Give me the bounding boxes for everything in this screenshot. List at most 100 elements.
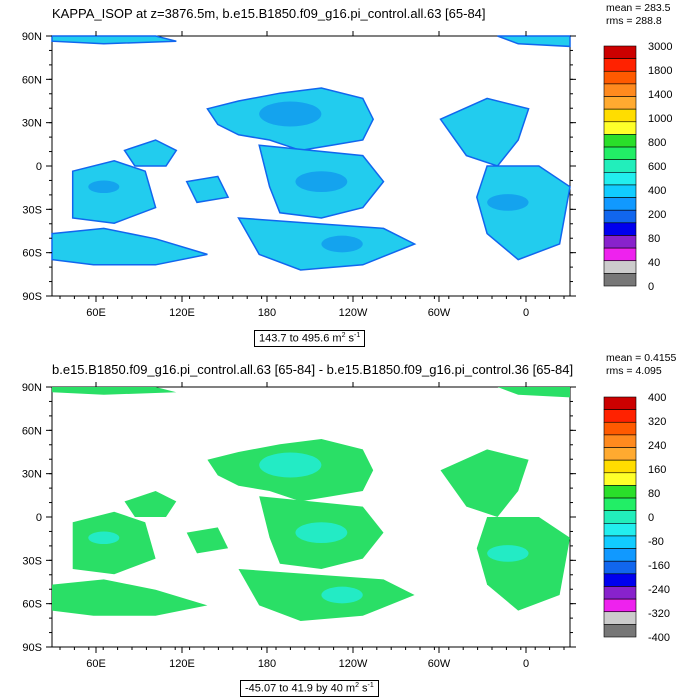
panel2-units-sup1: 2 (355, 682, 359, 689)
colorbar-swatch-1-5 (603, 108, 637, 123)
x-tick-label-1-0: 60E (86, 307, 106, 319)
panel2-rms: rms = 4.095 (606, 365, 662, 377)
map-patch-1-4 (321, 235, 363, 253)
colorbar-swatch-2-16 (603, 598, 637, 613)
panel1-range-box: 143.7 to 495.6 m2 s-1 (254, 330, 366, 347)
map-patch-2-2 (487, 545, 529, 562)
map-region-1-3 (71, 160, 157, 224)
colorbar-label-1-1: 1800 (648, 65, 672, 77)
map-patch-2-0 (259, 452, 322, 478)
x-tick-label-1-3: 120W (339, 307, 368, 319)
map-patch-1-3 (88, 180, 120, 194)
map-region-1-7 (123, 139, 178, 167)
colorbar-label-1-10: 0 (648, 281, 654, 293)
colorbar-swatch-1-14 (603, 222, 637, 236)
y-tick-label-2-1: 60N (22, 425, 42, 437)
panel2-stats: mean = 0.4155 rms = 4.095 (606, 352, 676, 378)
x-tick-label-2-1: 120E (169, 658, 195, 670)
colorbar-swatch-2-15 (603, 586, 637, 600)
map-region-1-9 (51, 35, 177, 45)
x-tick-label-1-4: 60W (428, 307, 451, 319)
map-region-2-8 (186, 527, 229, 554)
map-region-2-6 (476, 517, 570, 611)
colorbar-swatch-1-18 (603, 273, 637, 287)
colorbar-swatch-2-2 (603, 421, 637, 436)
colorbar-label-1-9: 40 (648, 257, 660, 269)
y-tick-label-1-1: 60N (22, 74, 42, 86)
colorbar-label-1-2: 1400 (648, 89, 672, 101)
colorbar-swatch-1-9 (603, 159, 637, 173)
colorbar-swatch-1-7 (603, 134, 637, 148)
colorbar-swatch-1-16 (603, 247, 637, 262)
colorbar-swatch-1-2 (603, 70, 637, 85)
panel2-title: b.e15.B1850.f09_g16.pi_control.all.63 [6… (52, 362, 574, 377)
map-region-2-10 (497, 387, 570, 398)
x-tick-label-1-5: 0 (523, 307, 529, 319)
colorbar-label-2-1: 320 (648, 416, 666, 428)
y-tick-label-2-6: 90S (22, 642, 42, 654)
x-tick-label-2-0: 60E (86, 658, 106, 670)
map-region-2-5 (440, 449, 529, 517)
y-tick-label-1-0: 90N (22, 31, 42, 43)
y-tick-label-1-5: 60S (22, 248, 42, 260)
panel2-range-box: -45.07 to 41.9 by 40 m2 s-1 (240, 680, 379, 697)
y-tick-label-1-2: 30N (22, 118, 42, 130)
x-tick-label-2-3: 120W (339, 658, 368, 670)
colorbar-label-1-0: 3000 (648, 41, 672, 53)
y-tick-label-1-6: 90S (22, 291, 42, 303)
map-patch-1-2 (487, 194, 529, 211)
colorbar-swatch-1-13 (603, 209, 637, 224)
x-tick-label-2-2: 180 (258, 658, 276, 670)
colorbar-swatch-2-4 (603, 447, 637, 461)
x-tick-label-1-1: 120E (169, 307, 195, 319)
colorbar-swatch-2-14 (603, 573, 637, 587)
colorbar-swatch-2-11 (603, 535, 637, 549)
colorbar-swatch-2-0 (603, 396, 637, 410)
panel1-units-sup2: -1 (354, 332, 361, 339)
panel1-title: KAPPA_ISOP at z=3876.5m, b.e15.B1850.f09… (52, 6, 486, 21)
map-patch-2-1 (295, 522, 348, 543)
x-tick-label-1-2: 180 (258, 307, 276, 319)
map-patch-2-4 (321, 586, 363, 604)
y-tick-label-2-4: 30S (22, 555, 42, 567)
panel1-stats: mean = 283.5 rms = 288.8 (606, 2, 671, 28)
colorbar-label-1-4: 800 (648, 137, 666, 149)
colorbar-swatch-2-10 (603, 523, 637, 537)
map-region-2-3 (72, 511, 156, 575)
panel2-range-text: -45.07 to 41.9 by 40 m (245, 682, 356, 695)
colorbar-label-2-2: 240 (648, 440, 666, 452)
panel1-units-sup1: 2 (341, 332, 346, 339)
y-tick-label-1-3: 0 (36, 161, 42, 173)
colorbar-label-2-7: -160 (648, 560, 670, 572)
y-tick-label-1-4: 30S (22, 204, 42, 216)
colorbar-label-2-8: -240 (648, 584, 670, 596)
panel1-range-text: 143.7 to 495.6 m (259, 332, 342, 345)
colorbar-label-2-3: 160 (648, 464, 666, 476)
map-region-1-6 (476, 165, 571, 261)
colorbar-swatch-1-11 (603, 184, 637, 198)
colorbar-swatch-1-1 (603, 58, 637, 72)
y-tick-label-2-5: 60S (22, 599, 42, 611)
colorbar-swatch-2-6 (603, 472, 637, 486)
map-region-1-8 (185, 175, 230, 204)
colorbar-swatch-2-12 (603, 548, 637, 562)
colorbar-swatch-2-3 (603, 434, 637, 448)
colorbar-swatch-2-18 (603, 624, 637, 638)
colorbar-label-2-0: 400 (648, 392, 666, 404)
colorbar-swatch-1-8 (603, 146, 637, 160)
x-tick-label-2-5: 0 (523, 658, 529, 670)
colorbar-swatch-1-17 (603, 260, 637, 274)
panel1-mean: mean = 283.5 (606, 2, 671, 14)
map-patch-1-1 (295, 171, 348, 193)
colorbar-swatch-1-10 (603, 172, 637, 186)
map-region-1-4 (51, 227, 208, 266)
colorbar-label-2-9: -320 (648, 608, 670, 620)
colorbar-swatch-1-15 (603, 235, 637, 249)
map-patch-2-3 (88, 531, 120, 545)
colorbar-swatch-2-8 (603, 497, 637, 511)
colorbar-label-1-3: 1000 (648, 113, 672, 125)
colorbar-label-2-4: 80 (648, 488, 660, 500)
y-tick-label-2-0: 90N (22, 382, 42, 394)
y-tick-label-2-2: 30N (22, 469, 42, 481)
